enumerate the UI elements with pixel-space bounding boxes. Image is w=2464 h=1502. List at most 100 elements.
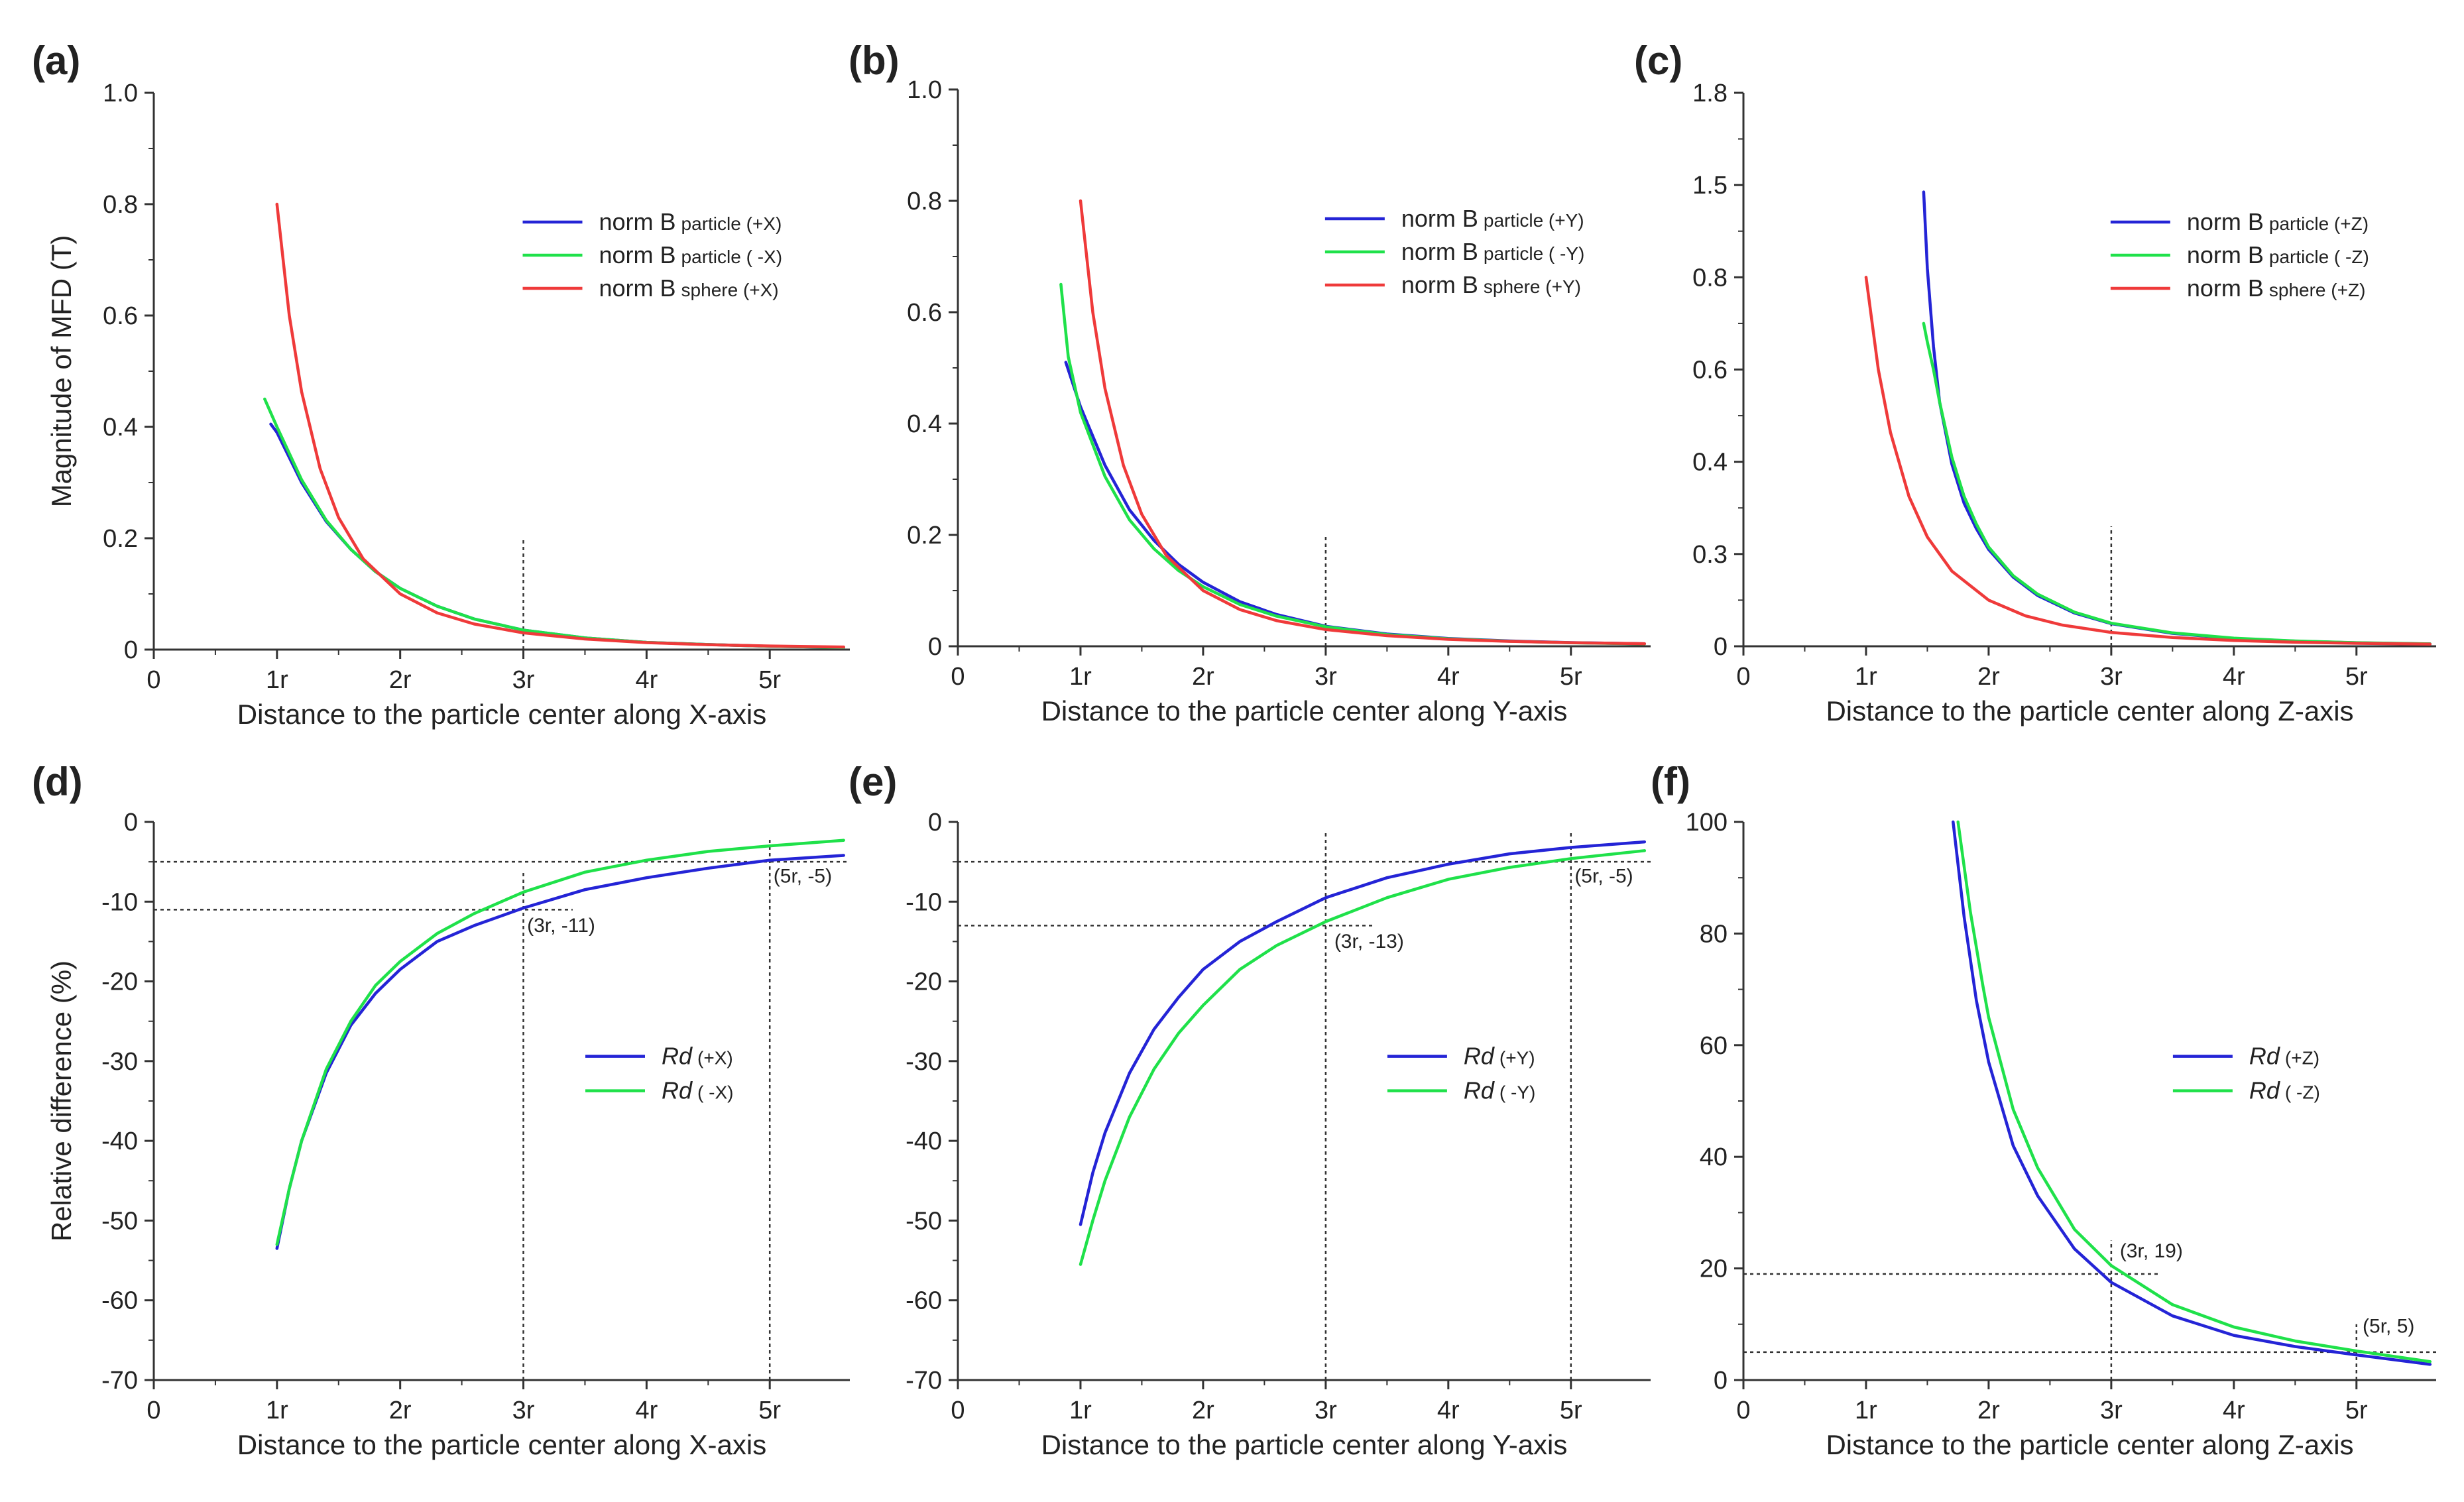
series-line [1952,820,2432,1366]
x-tick-label: 2r [1977,1397,2000,1424]
panel-f: (f) 0 1r 2r 3r 4r 5r 0 20 40 60 80 100 Distance to th… [1651,760,2436,1460]
x-axis-label: Distance to the particle center along Y-… [1041,1429,1568,1460]
series-line [1079,849,1647,1266]
x-tick-label: 1r [1855,1397,1877,1424]
legend-name: norm B [1401,271,1478,298]
legend-entry: norm B particle ( -Y) [1401,238,1585,265]
x-tick-label: 3r [512,1397,535,1424]
x-tick-label: 0 [1736,663,1750,691]
panel-label: (e) [849,760,897,804]
x-axis-label: Distance to the particle center along Z-… [1826,1429,2353,1460]
y-tick-label: 0.4 [907,410,942,438]
legend-entry: Rd( -Y) [1464,1077,1535,1104]
y-tick-label: 0 [1714,633,1728,661]
legend-subscript: ( -Y) [1499,1082,1535,1103]
y-tick-label: -20 [906,968,942,996]
panel-a: (a) 0 1r 2r 3r 4r 5r 0 0.2 0.4 0.6 0.8 1.0 Distance t… [32,38,850,730]
series-line [1059,282,1647,646]
legend-subscript: (+X) [697,1048,733,1069]
y-tick-label: -50 [101,1207,138,1235]
x-tick-label: 1r [266,666,288,694]
x-tick-label: 1r [266,1397,288,1424]
x-tick-label: 5r [758,666,781,694]
legend-name: norm B [599,241,676,268]
y-tick-label: 0.8 [907,188,942,215]
x-tick-label: 2r [1977,663,2000,691]
series-line [1956,820,2432,1363]
x-tick-label: 1r [1069,663,1092,691]
x-tick-label: 5r [758,1397,781,1424]
x-tick-label: 0 [951,663,965,691]
series-line [1079,840,1647,1226]
legend-subscript: particle (+Y) [1484,210,1584,231]
series-line [263,397,845,649]
series-line [1864,276,2432,646]
x-axis-label: Distance to the particle center along Y-… [1041,695,1568,726]
legend-subscript: sphere (+Y) [1484,276,1581,297]
legend-name: norm B [599,208,676,235]
y-tick-label: 20 [1700,1255,1728,1283]
y-tick-label: -30 [906,1048,942,1076]
legend-name: norm B [1401,205,1478,232]
x-tick-label: 1r [1855,663,1877,691]
x-tick-label: 5r [1560,1397,1582,1424]
legend-entry: Rd (+Z) [2249,1043,2319,1070]
series-line [1079,199,1647,646]
annotation-label: (3r, -13) [1334,931,1404,953]
panel-label: (a) [32,38,80,83]
x-tick-label: 0 [951,1397,965,1424]
y-tick-label: 1.8 [1692,80,1728,107]
panel-e: (e) 0 1r 2r 3r 4r 5r 0 -10 -20 -30 -40 -50 -60 -70 Dist… [849,760,1651,1460]
legend-entry: Rd( -Z) [2249,1077,2320,1104]
x-tick-label: 4r [1437,663,1460,691]
y-tick-label: -30 [101,1048,138,1076]
series-line [275,202,845,649]
y-tick-label: -40 [906,1127,942,1155]
legend-subscript: particle ( -Z) [2269,247,2369,267]
x-tick-label: 2r [1192,1397,1214,1424]
y-tick-label: 1.0 [907,76,942,104]
x-tick-label: 0 [1736,1397,1750,1424]
x-tick-label: 5r [1560,663,1582,691]
annotation-label: (5r, -5) [774,865,832,887]
y-tick-label: -60 [906,1287,942,1315]
legend-name: norm B [1401,238,1478,265]
legend-name: norm B [2187,241,2264,268]
legend-subscript: ( -X) [697,1082,733,1103]
legend-name: norm B [2187,274,2264,302]
y-tick-label: -50 [906,1207,942,1235]
legend-subscript: particle ( -Y) [1484,243,1584,264]
y-tick-label: 0.2 [907,522,942,549]
legend-subscript: particle (+Z) [2269,213,2369,234]
x-tick-label: 4r [635,666,658,694]
legend-subscript: sphere (+Z) [2269,280,2366,300]
y-tick-label: -10 [906,888,942,916]
legend-name: norm B [599,274,676,302]
legend-subscript: ( -Z) [2285,1082,2320,1103]
panel-label: (c) [1634,38,1682,83]
x-tick-label: 0 [147,1397,160,1424]
annotation-label: (5r, -5) [1574,865,1633,887]
y-tick-label: 0 [124,636,138,664]
x-tick-label: 3r [1315,663,1337,691]
legend-subscript: (+Y) [1499,1048,1535,1069]
legend-name: Rd [662,1043,693,1070]
y-tick-label: 0.4 [1692,449,1728,477]
y-tick-label: 60 [1700,1032,1728,1060]
y-tick-label: 40 [1700,1143,1728,1171]
y-tick-label: -70 [906,1367,942,1395]
y-tick-label: -10 [101,888,138,916]
legend-name: Rd [1464,1077,1495,1104]
panel-b: (b) 0 1r 2r 3r 4r 5r 0 0.2 0.4 0.6 0.8 1.0 Distance t… [849,38,1651,726]
x-axis-label: Distance to the particle center along X-… [237,699,766,730]
x-tick-label: 2r [389,1397,412,1424]
x-tick-label: 3r [512,666,535,694]
y-tick-label: 0 [1714,1367,1728,1395]
x-axis-label: Distance to the particle center along Z-… [1826,695,2353,726]
legend-entry: norm B particle (+Y) [1401,205,1584,232]
x-tick-label: 3r [2100,663,2123,691]
legend-subscript: (+Z) [2285,1048,2319,1069]
